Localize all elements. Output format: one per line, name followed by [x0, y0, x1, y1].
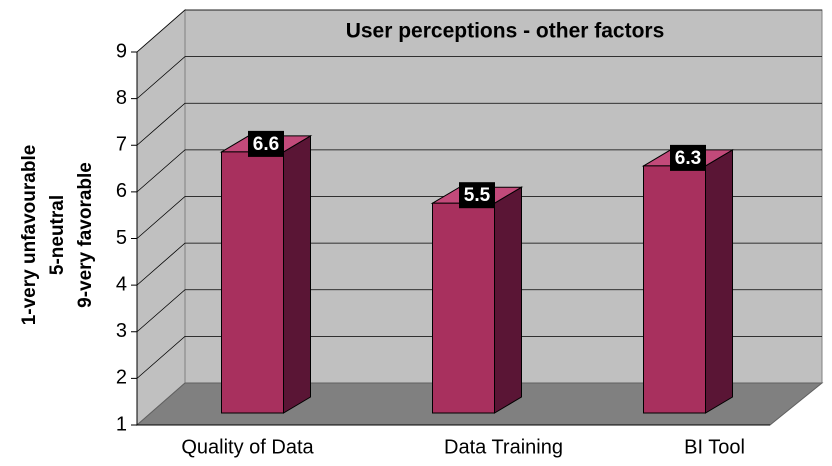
- bar-side: [705, 149, 733, 414]
- bar-side: [494, 186, 522, 414]
- y-tick-label: 8: [116, 87, 127, 109]
- grid-line: [136, 56, 822, 99]
- y-axis-label: 1-very unfavourable 5-neutral 9-very favor…: [19, 145, 96, 326]
- data-label: 5.5: [464, 185, 491, 206]
- y-tick-label: 7: [116, 134, 127, 156]
- x-tick-label: Quality of Data: [181, 436, 314, 458]
- bar: [221, 151, 284, 414]
- bar: [432, 202, 495, 414]
- bar-side: [283, 135, 311, 414]
- y-tick-label: 3: [116, 320, 127, 342]
- chart-title: User perceptions - other factors: [346, 20, 665, 43]
- x-tick-label: Data Training: [444, 436, 563, 458]
- y-tick-label: 9: [116, 40, 127, 62]
- data-label-bg: [459, 182, 495, 209]
- y-tick-label: 6: [116, 180, 127, 202]
- grid-line: [136, 149, 822, 193]
- y-axis-title-line: 5-neutral: [47, 195, 68, 275]
- grid: [136, 9, 822, 379]
- grid-line: [136, 9, 822, 53]
- grid-line: [136, 102, 822, 146]
- grid-line: [136, 196, 822, 239]
- x-tick-label: BI Tool: [684, 436, 745, 458]
- data-label: 6.6: [253, 134, 279, 155]
- y-tick-label: 5: [116, 227, 127, 249]
- y-tick-label: 2: [116, 367, 127, 389]
- grid-line: [136, 242, 822, 286]
- data-label-bg: [670, 144, 706, 171]
- y-tick-label: 1: [116, 413, 127, 435]
- data-label: 6.3: [675, 148, 701, 169]
- grid-line: [136, 289, 822, 333]
- grid-line: [136, 335, 822, 379]
- bar: [643, 165, 706, 414]
- y-axis-title-line: 9-very favorable: [75, 162, 96, 308]
- data-label-bg: [248, 130, 284, 157]
- y-axis-title: 1-very unfavourable 5-neutral 9-very favor…: [19, 145, 96, 326]
- y-axis-title-line: 1-very unfavourable: [19, 145, 40, 326]
- y-tick-label: 4: [116, 273, 127, 295]
